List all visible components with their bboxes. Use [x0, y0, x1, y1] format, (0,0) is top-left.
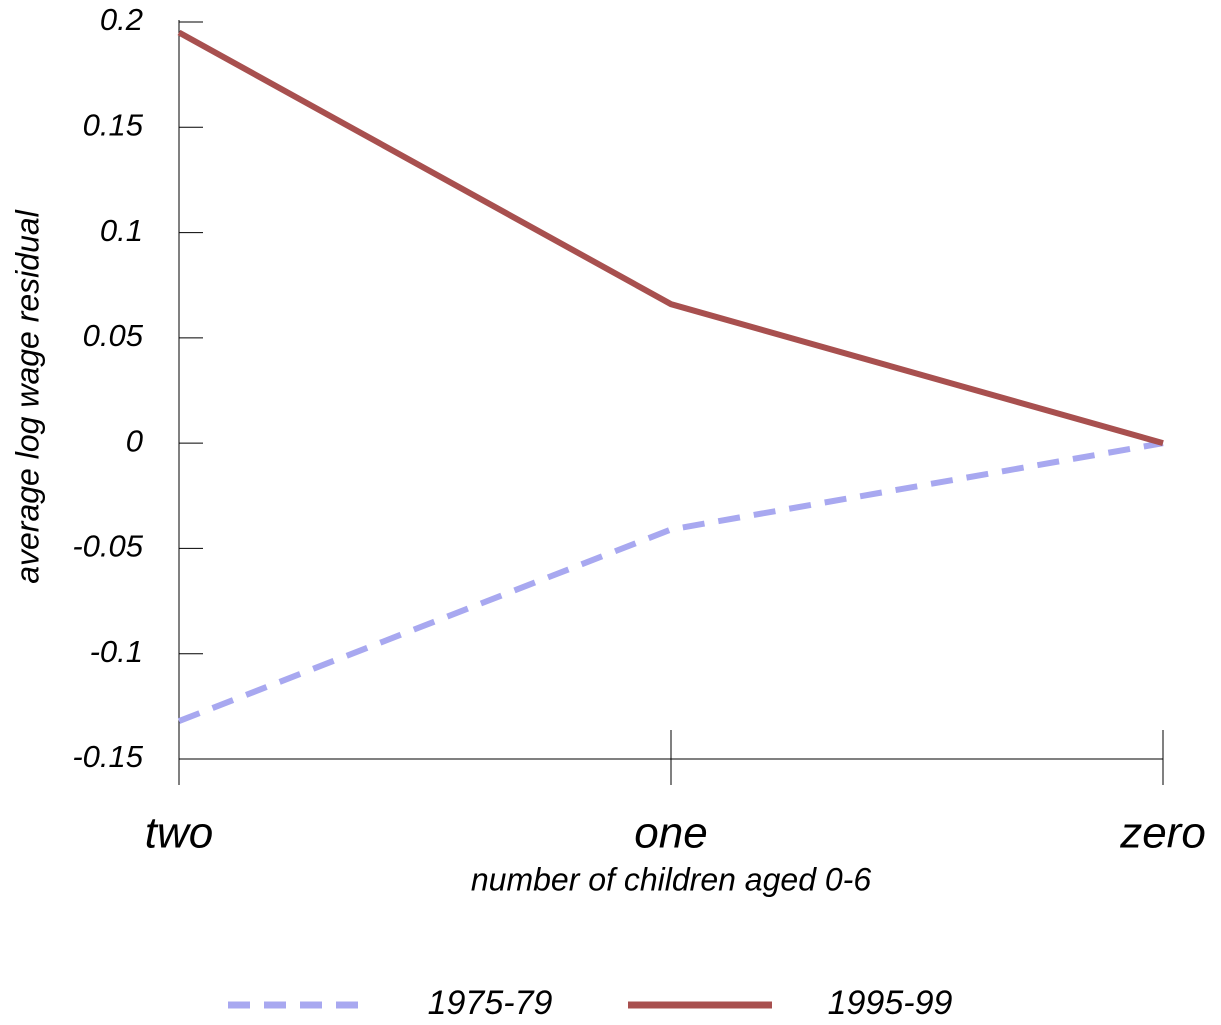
legend-label: 1995-99 [828, 984, 953, 1022]
legend-label: 1975-79 [428, 984, 553, 1022]
y-tick-label: 0 [126, 423, 143, 458]
y-tick-label: -0.05 [72, 529, 143, 564]
y-tick-label: -0.15 [72, 739, 143, 774]
y-tick-label: 0.15 [83, 107, 144, 142]
x-tick-label: zero [1119, 809, 1206, 858]
y-tick-label: 0.2 [100, 2, 143, 37]
y-tick-label: -0.1 [90, 634, 143, 669]
x-tick-label: two [145, 809, 213, 858]
series-line [177, 440, 1164, 724]
y-tick-label: 0.05 [83, 318, 144, 353]
x-axis-title: number of children aged 0-6 [471, 861, 871, 897]
y-axis-title: average log wage residual [9, 209, 45, 583]
series-line [177, 29, 1164, 447]
y-tick-label: 0.1 [100, 213, 143, 248]
x-tick-label: one [634, 809, 707, 858]
